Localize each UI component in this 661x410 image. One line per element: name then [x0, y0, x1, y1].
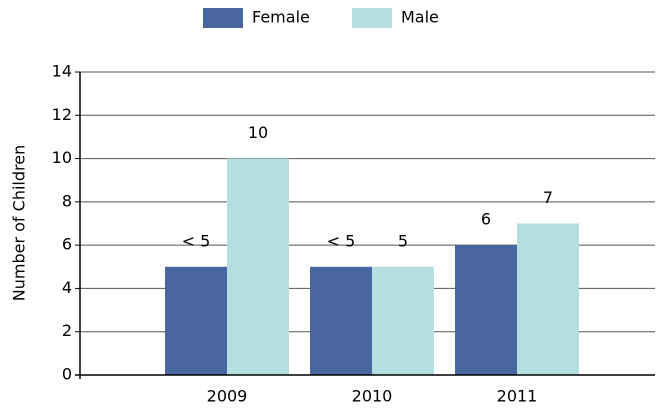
bar — [165, 266, 227, 375]
x-tick-label: 2011 — [497, 387, 538, 406]
bar — [310, 266, 372, 375]
bar — [517, 223, 579, 375]
bar — [227, 158, 289, 375]
y-tick-label: 6 — [62, 235, 72, 254]
legend-swatch — [203, 8, 243, 28]
y-tick-label: 8 — [62, 191, 72, 210]
y-tick-label: 4 — [62, 278, 72, 297]
value-label: < 5 — [182, 231, 211, 250]
value-label: < 5 — [327, 231, 356, 250]
legend-swatch — [352, 8, 392, 28]
x-tick-label: 2010 — [352, 387, 393, 406]
y-tick-label: 14 — [52, 62, 72, 81]
y-tick-label: 12 — [52, 105, 72, 124]
bar — [372, 266, 434, 375]
y-tick-label: 10 — [52, 148, 72, 167]
y-tick-label: 2 — [62, 321, 72, 340]
value-label: 5 — [398, 231, 408, 250]
value-label: 6 — [481, 210, 491, 229]
legend-label: Male — [401, 8, 439, 27]
y-tick-label: 0 — [62, 365, 72, 384]
y-axis-label: Number of Children — [10, 145, 29, 301]
bar — [455, 245, 517, 375]
x-tick-label: 2009 — [207, 387, 248, 406]
value-label: 7 — [543, 188, 553, 207]
value-label: 10 — [248, 123, 268, 142]
legend-label: Female — [252, 8, 310, 27]
